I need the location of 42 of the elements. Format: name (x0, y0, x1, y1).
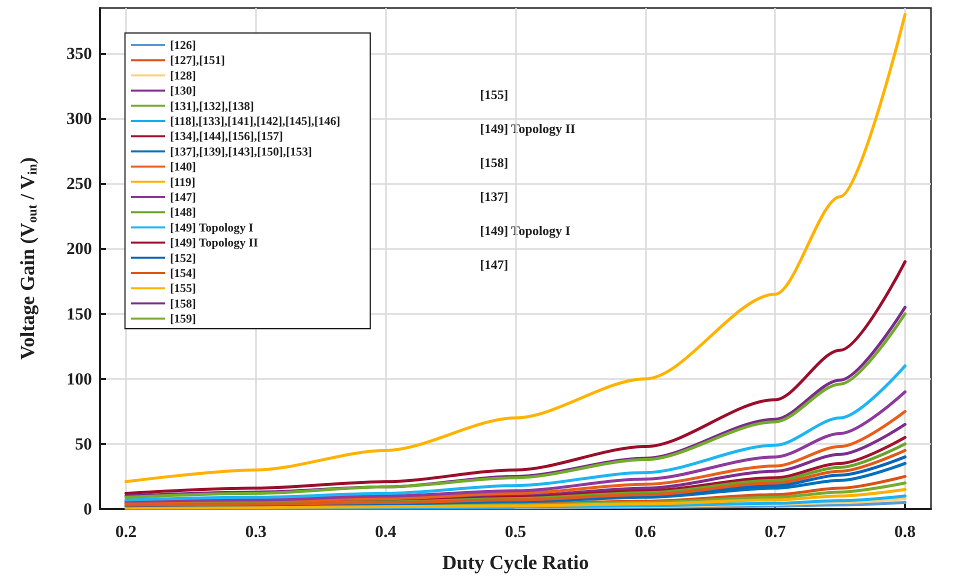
x-tick-label: 0.5 (504, 522, 526, 541)
legend-label: [128] (170, 68, 196, 82)
legend-label: [147] (170, 190, 196, 204)
legend-label: [154] (170, 266, 196, 280)
legend-label: [134],[144],[156],[157] (170, 129, 283, 144)
annotation: [149] Topology II (480, 121, 576, 136)
annotation: [137] (480, 189, 508, 204)
legend-label: [127],[151] (170, 53, 225, 68)
y-axis-title: Voltage Gain (Vout / Vin) (17, 157, 40, 360)
legend-label: [118],[133],[141],[142],[145],[146] (170, 114, 340, 128)
legend-label: [155] (170, 281, 196, 296)
y-tick-label: 0 (84, 500, 92, 518)
legend-label: [149] Topology I (170, 220, 254, 234)
legend-label: [149] Topology II (170, 236, 258, 250)
legend-label: [159] (170, 312, 196, 326)
x-tick-label: 0.2 (115, 522, 137, 541)
legend-label: [130] (170, 84, 196, 98)
x-tick-label: 0.3 (245, 522, 266, 541)
y-tick-label: 300 (66, 109, 92, 128)
x-tick-label: 0.6 (634, 522, 656, 541)
y-tick-label: 200 (66, 239, 92, 258)
annotation: [155] (480, 87, 508, 102)
x-tick-label: 0.4 (375, 522, 397, 541)
x-axis-title: Duty Cycle Ratio (442, 552, 589, 574)
legend-label: [140] (170, 160, 196, 174)
annotation: [149] Topology I (480, 223, 570, 238)
y-tick-label: 150 (66, 304, 92, 324)
y-tick-label: 350 (66, 44, 92, 64)
x-tick-label: 0.7 (764, 522, 786, 541)
y-tick-label: 100 (66, 369, 92, 388)
annotation: [147] (480, 257, 508, 272)
x-tick-label: 0.8 (894, 522, 916, 541)
legend-label: [158] (170, 296, 196, 310)
y-tick-label: 50 (75, 434, 92, 454)
legend-label: [152] (170, 250, 196, 265)
legend-label: [119] (170, 174, 196, 189)
legend-label: [148] (170, 205, 196, 220)
legend-label: [137],[139],[143],[150],[153] (170, 144, 312, 158)
y-tick-label: 250 (66, 174, 92, 194)
legend-label: [131],[132],[138] (170, 98, 254, 113)
legend-label: [126] (170, 38, 196, 52)
annotation: [158] (480, 155, 508, 170)
